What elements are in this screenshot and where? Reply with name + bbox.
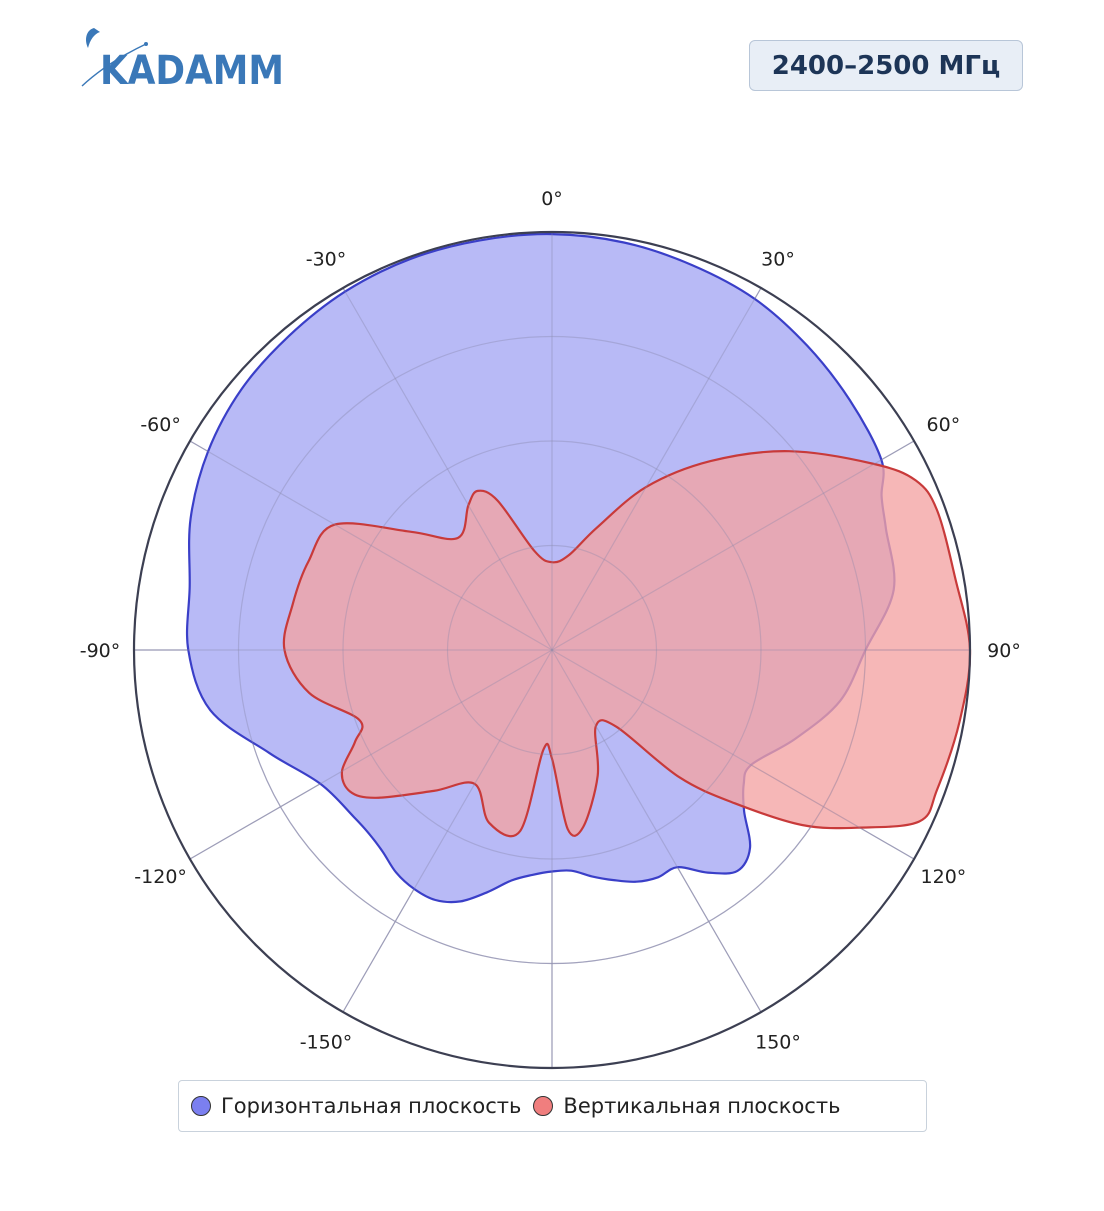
angular-tick-label: 120° xyxy=(921,866,967,888)
logo-orbit-line xyxy=(81,43,147,87)
logo-text: KADAMM xyxy=(100,48,284,90)
angular-tick-label: -90° xyxy=(80,640,121,662)
series-area-vertical xyxy=(282,450,972,838)
angular-tick-labels: 0° 30° 60° 90° 120° 150° -150° -120° -90° -60° -30… xyxy=(80,188,1021,1053)
angular-tick-label: 0° xyxy=(541,188,563,210)
legend-swatch-vertical xyxy=(533,1096,554,1116)
legend: Горизонтальная плоскость Вертикальная пл… xyxy=(178,1080,927,1132)
radial-gridline-overlay xyxy=(237,335,867,965)
angular-tick-label: 90° xyxy=(987,640,1021,662)
angular-gridline-overlay xyxy=(342,287,553,651)
angular-tick-label: 30° xyxy=(761,249,795,271)
polar-outer-ring xyxy=(132,230,972,1070)
legend-label-horizontal: Горизонтальная плоскость xyxy=(221,1094,522,1118)
angular-gridline-overlay xyxy=(551,649,762,1013)
legend-item-vertical[interactable]: Вертикальная плоскость xyxy=(533,1094,840,1118)
angular-tick-label: -60° xyxy=(140,414,181,436)
legend-item-horizontal[interactable]: Горизонтальная плоскость xyxy=(191,1094,521,1118)
legend-label-vertical: Вертикальная плоскость xyxy=(563,1094,841,1118)
angular-tick-label: -120° xyxy=(134,866,187,888)
angular-gridline-overlay xyxy=(189,649,553,860)
series-layer xyxy=(185,232,972,904)
radial-gridline-overlay xyxy=(342,440,762,860)
logo-swoosh xyxy=(86,28,100,48)
legend-swatch-horizontal xyxy=(191,1096,211,1116)
angular-gridline-overlay xyxy=(342,649,553,1013)
angular-tick-label: -30° xyxy=(306,249,347,271)
logo-graphic: KADAMM xyxy=(81,28,284,94)
angular-gridline-overlay xyxy=(189,440,553,651)
angular-tick-label: -150° xyxy=(300,1031,353,1053)
logo-dot xyxy=(144,42,148,46)
kadamm-logo: KADAMM xyxy=(78,26,288,94)
radial-gridline-overlay xyxy=(446,544,658,756)
angular-tick-label: 150° xyxy=(755,1031,801,1053)
angular-gridline-overlay xyxy=(551,440,915,651)
frequency-badge: 2400–2500 МГц xyxy=(749,40,1023,91)
grid-overlay xyxy=(132,230,972,1070)
angular-tick-label: 60° xyxy=(927,414,961,436)
angular-gridline-overlay xyxy=(551,649,915,860)
angular-gridline-overlay xyxy=(551,287,762,651)
